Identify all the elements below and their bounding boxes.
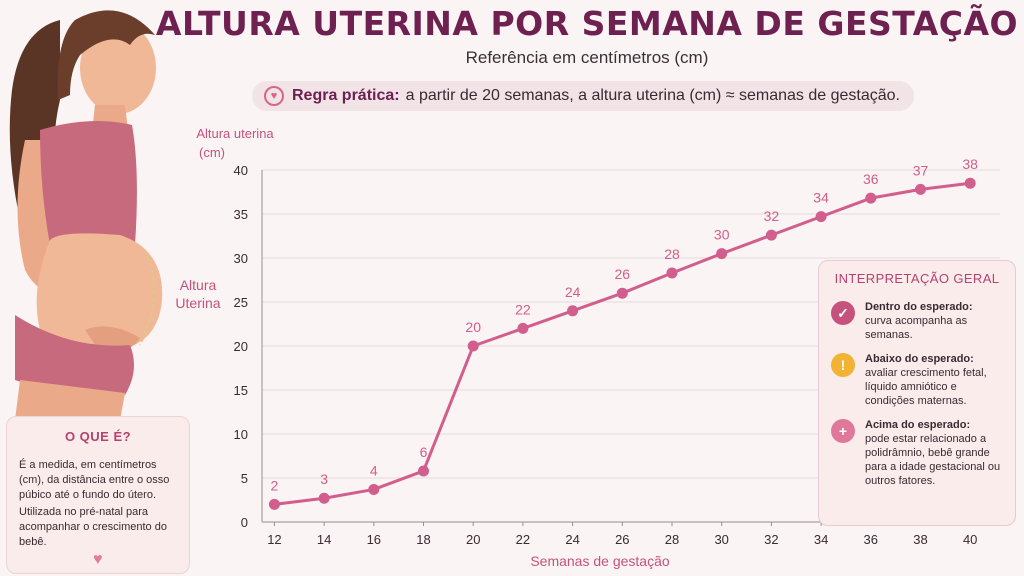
what-is-title: O QUE É?: [64, 429, 132, 444]
data-label: 36: [863, 171, 879, 187]
x-tick-label: 26: [615, 532, 629, 547]
interpretation-item-title: Dentro do esperado:: [865, 301, 973, 313]
what-is-paragraph-2: Utilizada no pré-natal para acompanhar o…: [19, 506, 167, 548]
data-label: 30: [714, 227, 730, 243]
y-tick-label: 5: [241, 471, 248, 486]
uterine-height-label-line2: Uterina: [175, 295, 221, 311]
data-point: [418, 465, 430, 477]
x-tick-label: 30: [714, 532, 728, 547]
x-tick-label: 40: [963, 532, 977, 547]
data-point: [467, 340, 479, 352]
data-point: [765, 229, 777, 241]
y-tick-label: 20: [234, 339, 248, 354]
y-tick-label: 15: [234, 383, 248, 398]
pregnant-woman-illustration: [9, 10, 163, 420]
y-ticks: 0 5 10 15 20 25 30 35 40: [234, 163, 248, 530]
heart-icon: ♥: [93, 551, 103, 568]
interpretation-item-title: Abaixo do esperado:: [865, 353, 974, 365]
x-tick-label: 16: [367, 532, 381, 547]
data-point: [368, 483, 380, 495]
exclamation-icon: !: [831, 353, 855, 377]
check-icon: ✓: [831, 301, 855, 325]
data-point: [815, 211, 827, 223]
x-tick-label: 24: [565, 532, 579, 547]
x-tick-label: 20: [466, 532, 480, 547]
data-point: [616, 287, 628, 299]
y-tick-label: 25: [234, 295, 248, 310]
data-label: 22: [515, 301, 531, 317]
y-tick-label: 30: [234, 251, 248, 266]
data-label: 38: [962, 156, 978, 172]
data-point: [567, 305, 579, 317]
data-label: 24: [565, 284, 581, 300]
x-axis-label: Semanas de gestação: [530, 553, 670, 569]
y-tick-label: 10: [234, 427, 248, 442]
x-tick-label: 22: [516, 532, 530, 547]
interpretation-box: INTERPRETAÇÃO GERAL ✓ Dentro do esperado…: [818, 260, 1016, 526]
interpretation-item-text: pode estar relacionado a polidrâmnio, be…: [865, 433, 1001, 487]
y-tick-label: 40: [234, 163, 248, 178]
heart-icon: ♥: [264, 86, 284, 106]
data-label: 20: [465, 319, 481, 335]
x-tick-label: 32: [764, 532, 778, 547]
data-point: [268, 498, 280, 510]
data-point: [964, 177, 976, 189]
x-tick-label: 38: [913, 532, 927, 547]
interpretation-item-above: + Acima do esperado: pode estar relacion…: [831, 418, 1003, 488]
plus-icon: +: [831, 419, 855, 443]
data-label: 2: [271, 477, 279, 493]
y-tick-label: 0: [241, 515, 248, 530]
x-tick-label: 18: [416, 532, 430, 547]
data-label: 4: [370, 462, 378, 478]
x-tick-label: 14: [317, 532, 331, 547]
data-points: [268, 177, 976, 510]
x-tick-label: 36: [864, 532, 878, 547]
data-point: [716, 248, 728, 260]
x-ticks: 12 14 16 18 20 22 24 26 28 30 32 34 36 38 40: [267, 522, 977, 547]
interpretation-item-below: ! Abaixo do esperado: avaliar cresciment…: [831, 352, 1003, 408]
data-label: 6: [420, 444, 428, 460]
data-label: 3: [320, 471, 328, 487]
interpretation-item-title: Acima do esperado:: [865, 419, 971, 431]
uterine-height-label-line1: Altura: [179, 277, 217, 293]
data-point: [865, 192, 877, 204]
y-axis-label-line1: Altura uterina: [196, 126, 274, 141]
data-label: 28: [664, 246, 680, 262]
data-point: [666, 267, 678, 279]
data-point: [517, 322, 529, 334]
page-title: ALTURA UTERINA POR SEMANA DE GESTAÇÃO: [155, 4, 1019, 43]
what-is-paragraph-1: É a medida, em centímetros (cm), da dist…: [19, 459, 170, 501]
data-point: [914, 183, 926, 195]
rule-label: Regra prática:: [292, 87, 400, 104]
interpretation-item-text: curva acompanha as semanas.: [865, 315, 968, 341]
x-tick-label: 34: [814, 532, 828, 547]
interpretation-item-normal: ✓ Dentro do esperado: curva acompanha as…: [831, 300, 1003, 342]
practical-rule-banner: ♥ Regra prática: a partir de 20 semanas,…: [252, 81, 914, 111]
data-label: 34: [813, 190, 829, 206]
data-point: [318, 492, 330, 504]
x-tick-label: 28: [665, 532, 679, 547]
data-label: 32: [764, 208, 780, 224]
uterine-height-label: Altura Uterina: [168, 276, 228, 312]
interpretation-title: INTERPRETAÇÃO GERAL: [834, 271, 1000, 286]
rule-text: a partir de 20 semanas, a altura uterina…: [405, 87, 900, 104]
page-subtitle: Referência em centímetros (cm): [465, 48, 709, 67]
y-axis-label-line2: (cm): [199, 145, 225, 160]
data-label: 37: [913, 162, 929, 178]
what-is-box: O QUE É? É a medida, em centímetros (cm)…: [6, 416, 190, 574]
interpretation-item-text: avaliar crescimento fetal, líquido amnió…: [865, 367, 987, 407]
y-tick-label: 35: [234, 207, 248, 222]
data-label: 26: [615, 266, 631, 282]
x-tick-label: 12: [267, 532, 281, 547]
